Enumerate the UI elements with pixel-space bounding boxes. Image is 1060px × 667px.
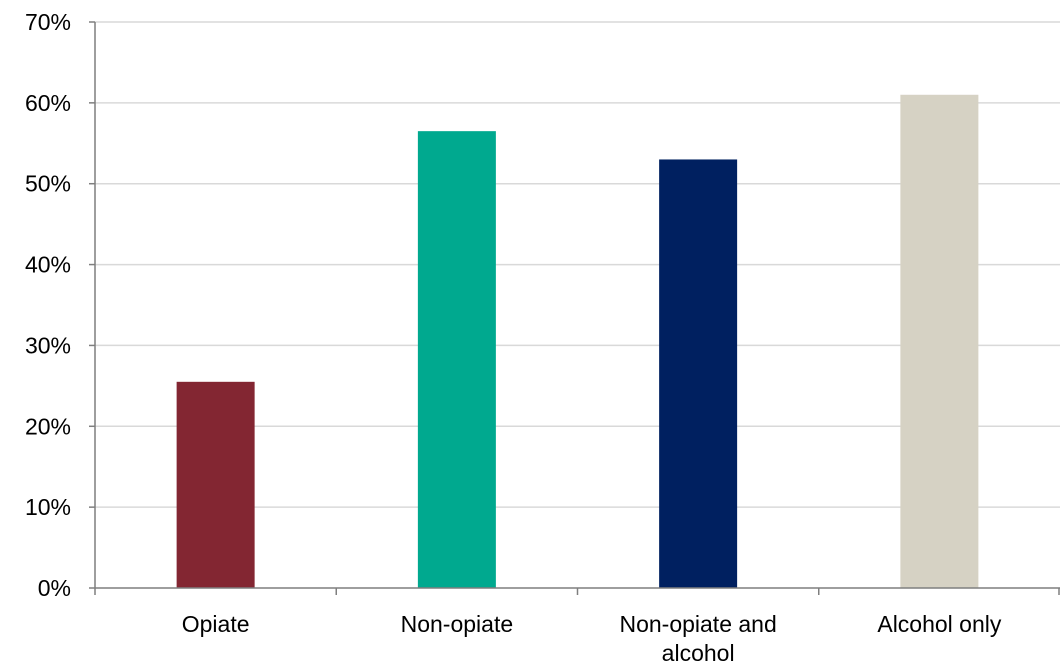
y-tick-label: 50% xyxy=(25,171,71,197)
bar xyxy=(176,381,255,588)
x-category-labels: Opiate Non-opiate Non-opiate and alcohol Alc… xyxy=(182,611,1002,666)
bar xyxy=(659,159,738,588)
y-tick-label: 10% xyxy=(25,494,71,520)
y-tick-label: 60% xyxy=(25,90,71,116)
x-category-label: Non-opiate and alcohol xyxy=(619,611,776,666)
gridlines xyxy=(95,21,1060,508)
y-tick-label: 40% xyxy=(25,252,71,278)
y-tick-label: 0% xyxy=(38,575,71,601)
y-tick-labels: 0% 10% 20% 30% 40% 50% 60% 70% xyxy=(25,9,71,601)
bar xyxy=(417,131,496,588)
bars xyxy=(176,94,979,589)
y-tick-label: 20% xyxy=(25,413,71,439)
x-category-label: Alcohol only xyxy=(877,611,1002,637)
y-tick-label: 70% xyxy=(25,9,71,35)
bar xyxy=(900,94,979,589)
x-category-label: Non-opiate xyxy=(401,611,514,637)
axes xyxy=(89,21,1060,595)
x-category-label: Opiate xyxy=(182,611,250,637)
y-tick-label: 30% xyxy=(25,332,71,358)
